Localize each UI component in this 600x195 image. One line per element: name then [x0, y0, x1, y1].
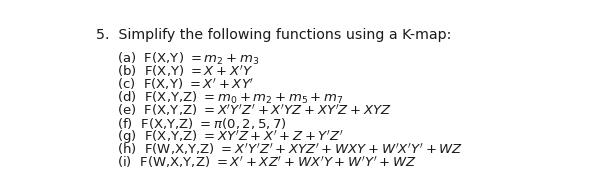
Text: (a)  F(X,Y) $= m_2 + m_3$: (a) F(X,Y) $= m_2 + m_3$ [117, 51, 259, 66]
Text: (f)  F(X,Y,Z) $= \pi(0, 2, 5, 7)$: (f) F(X,Y,Z) $= \pi(0, 2, 5, 7)$ [117, 116, 287, 131]
Text: (c)  F(X,Y) $= X' + XY'$: (c) F(X,Y) $= X' + XY'$ [117, 77, 254, 92]
Text: (h)  F(W,X,Y,Z) $= X'Y'Z' + XYZ' + WXY + W'X'Y' + WZ$: (h) F(W,X,Y,Z) $= X'Y'Z' + XYZ' + WXY + … [117, 142, 463, 157]
Text: (e)  F(X,Y,Z) $= X'Y'Z' + X'YZ + XY'Z + XYZ$: (e) F(X,Y,Z) $= X'Y'Z' + X'YZ + XY'Z + X… [117, 103, 392, 118]
Text: (g)  F(X,Y,Z) $= XY'Z + X' + Z + Y'Z'$: (g) F(X,Y,Z) $= XY'Z + X' + Z + Y'Z'$ [117, 129, 344, 146]
Text: 5.  Simplify the following functions using a K-map:: 5. Simplify the following functions usin… [96, 28, 451, 42]
Text: (d)  F(X,Y,Z) $=m_0 + m_2 + m_5 + m_7$: (d) F(X,Y,Z) $=m_0 + m_2 + m_5 + m_7$ [117, 90, 343, 106]
Text: (i)  F(W,X,Y,Z) $= X' + XZ' + WX'Y + W'Y' + WZ$: (i) F(W,X,Y,Z) $= X' + XZ' + WX'Y + W'Y'… [117, 155, 416, 170]
Text: (b)  F(X,Y) $= X + X'Y$: (b) F(X,Y) $= X + X'Y$ [117, 64, 253, 79]
